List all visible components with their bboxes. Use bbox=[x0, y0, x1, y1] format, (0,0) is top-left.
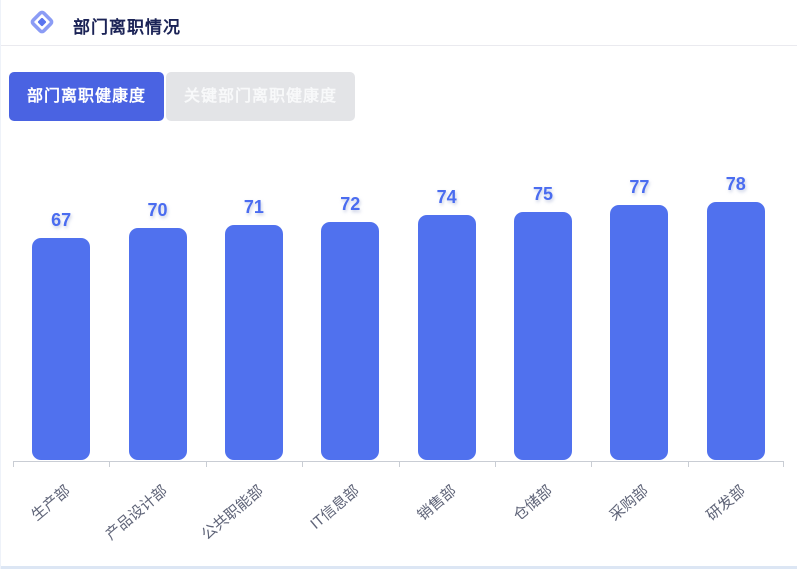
bar-value-label: 74 bbox=[436, 187, 457, 208]
x-axis-label[interactable]: 产品设计部 bbox=[102, 482, 171, 544]
x-axis-label[interactable]: 公共职能部 bbox=[198, 482, 267, 544]
bar-value-label: 72 bbox=[340, 193, 361, 214]
x-axis-label[interactable]: 生产部 bbox=[28, 482, 75, 525]
bar-IT信息部[interactable] bbox=[321, 221, 380, 460]
bar-value-label: 75 bbox=[533, 183, 554, 204]
bar-研发部[interactable] bbox=[706, 201, 765, 460]
page-title: 部门离职情况 bbox=[73, 18, 181, 37]
bar-slot: 77 bbox=[591, 155, 687, 460]
diamond-icon bbox=[30, 10, 54, 34]
bar-采购部[interactable] bbox=[610, 205, 669, 460]
header-divider bbox=[1, 45, 797, 46]
x-axis-label[interactable]: 采购部 bbox=[606, 482, 653, 525]
bottom-panel-edge bbox=[1, 566, 797, 569]
bar-销售部[interactable] bbox=[417, 215, 476, 460]
axis-tick bbox=[302, 462, 304, 467]
panel-header: 部门离职情况 bbox=[1, 0, 797, 46]
x-axis-label[interactable]: 销售部 bbox=[414, 482, 460, 525]
axis-tick bbox=[591, 462, 593, 467]
bar-value-label: 70 bbox=[147, 200, 168, 221]
bar-chart: 67 70 71 72 74 75 77 78 bbox=[13, 155, 784, 460]
x-axis-label[interactable]: 研发部 bbox=[703, 482, 749, 525]
axis-tick bbox=[109, 462, 111, 467]
bar-slot: 75 bbox=[495, 155, 591, 460]
x-axis-labels: 生产部 产品设计部 公共职能部 IT信息部 销售部 仓储部 采购部 研发部 bbox=[13, 474, 784, 564]
bar-value-label: 77 bbox=[629, 177, 650, 198]
tab-bar: 部门离职健康度 关键部门离职健康度 bbox=[9, 72, 356, 121]
bar-生产部[interactable] bbox=[32, 238, 91, 460]
bar-公共职能部[interactable] bbox=[224, 225, 283, 460]
bar-value-label: 71 bbox=[243, 197, 264, 217]
x-axis bbox=[13, 461, 784, 467]
x-axis-label[interactable]: IT信息部 bbox=[307, 482, 364, 533]
bar-slot: 78 bbox=[688, 155, 784, 460]
bar-value-label: 67 bbox=[51, 210, 72, 231]
bar-slot: 72 bbox=[302, 155, 398, 460]
bar-仓储部[interactable] bbox=[514, 211, 573, 460]
bar-slot: 67 bbox=[13, 155, 109, 460]
tab-department-turnover-health[interactable]: 部门离职健康度 bbox=[9, 72, 165, 121]
axis-tick bbox=[687, 462, 689, 467]
bar-value-label: 78 bbox=[725, 173, 746, 194]
axis-tick bbox=[494, 462, 496, 467]
bar-slot: 70 bbox=[109, 155, 205, 460]
x-axis-label[interactable]: 仓储部 bbox=[510, 482, 556, 525]
axis-tick bbox=[398, 462, 400, 467]
bar-slot: 74 bbox=[399, 155, 495, 460]
tab-key-department-turnover-health[interactable]: 关键部门离职健康度 bbox=[166, 72, 356, 121]
axis-tick bbox=[783, 462, 784, 467]
axis-tick bbox=[13, 462, 14, 467]
axis-tick bbox=[205, 462, 207, 467]
bar-产品设计部[interactable] bbox=[128, 228, 187, 460]
bar-slot: 71 bbox=[206, 155, 302, 460]
